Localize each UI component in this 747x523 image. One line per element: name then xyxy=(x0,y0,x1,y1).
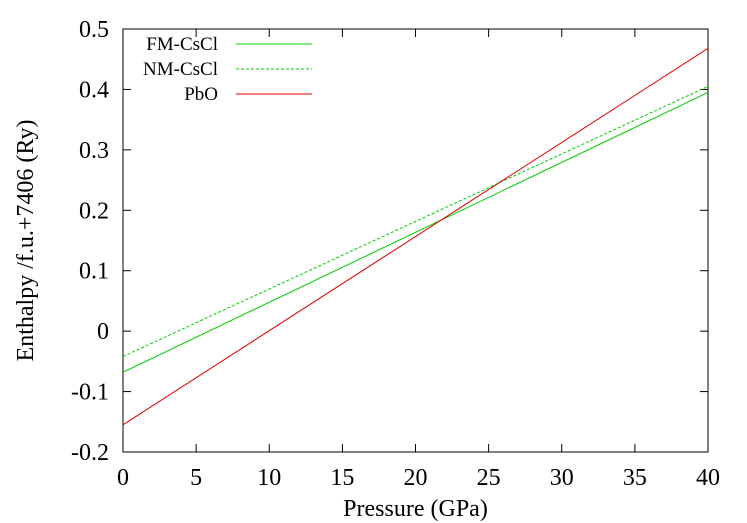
y-tick-label: 0.2 xyxy=(79,198,109,224)
x-tick-label: 20 xyxy=(404,465,428,491)
series-line-pbo xyxy=(122,47,709,426)
y-tick-label: -0.1 xyxy=(71,380,109,406)
y-tick-label: 0.3 xyxy=(79,138,109,164)
x-tick-label: 25 xyxy=(477,465,501,491)
axis-ticks: 0 5 10 15 20 25 30 35 40 -0.2 -0.1 0 0.1 0.2 0.3 0.4 0.5 xyxy=(71,17,720,491)
x-tick-label: 30 xyxy=(550,465,574,491)
y-tick-label: 0 xyxy=(97,319,109,345)
y-axis-label: Enthalpy /f.u.+7406 (Ry) xyxy=(13,120,39,362)
series-lines xyxy=(122,47,709,426)
x-tick-label: 5 xyxy=(190,465,202,491)
legend: FM-CsCl NM-CsCl PbO xyxy=(143,34,312,105)
legend-label: NM-CsCl xyxy=(143,59,218,80)
legend-label: FM-CsCl xyxy=(146,34,218,55)
series-line-nm-cscl xyxy=(122,85,709,357)
y-tick-label: 0.4 xyxy=(79,77,109,103)
y-tick-label: 0.5 xyxy=(79,17,109,43)
x-tick-label: 10 xyxy=(257,465,281,491)
x-tick-label: 40 xyxy=(696,465,720,491)
y-tick-label: 0.1 xyxy=(79,259,109,285)
x-axis-label: Pressure (GPa) xyxy=(343,496,488,522)
x-tick-label: 0 xyxy=(117,465,129,491)
y-tick-label: -0.2 xyxy=(71,440,109,466)
x-tick-label: 35 xyxy=(623,465,647,491)
series-line-fm-cscl xyxy=(122,91,709,373)
x-tick-label: 15 xyxy=(330,465,354,491)
legend-label: PbO xyxy=(184,84,218,105)
